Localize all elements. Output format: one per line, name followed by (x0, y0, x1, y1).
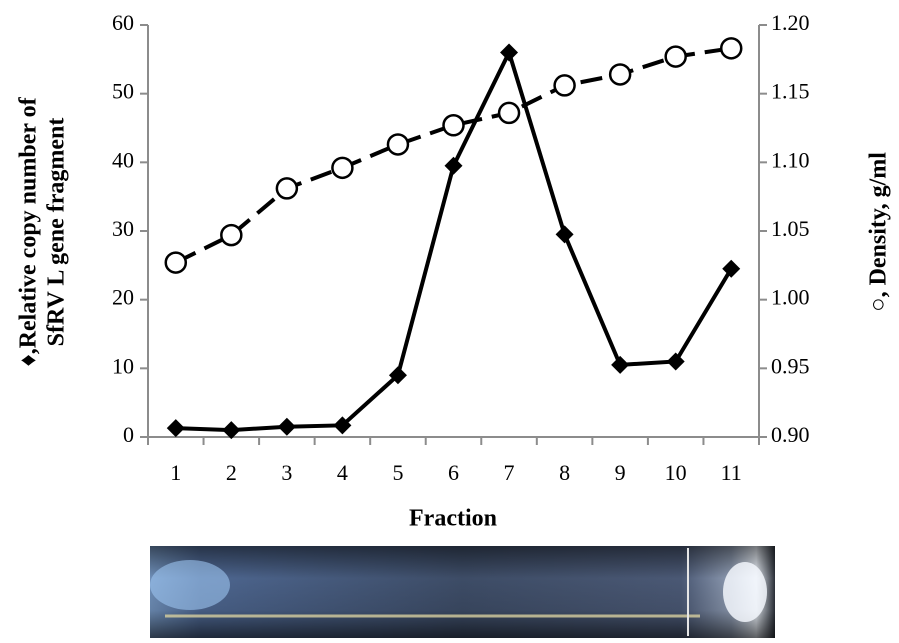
data-point (666, 352, 685, 371)
data-point (722, 259, 741, 278)
x-tick-label: 2 (226, 460, 237, 485)
data-point (664, 45, 687, 68)
x-tick-label: 10 (665, 460, 687, 485)
x-tick-label: 1 (170, 460, 181, 485)
y2-tick-label: 0.90 (771, 422, 810, 447)
data-point (608, 63, 632, 86)
y-axis-label: ♦,Relative copy number of (16, 96, 42, 366)
y-tick-label: 40 (112, 147, 134, 172)
y2-tick-label: 1.20 (771, 10, 810, 35)
y-tick-label: 30 (112, 216, 134, 241)
data-point (497, 101, 521, 125)
data-point (388, 366, 407, 385)
data-point (333, 416, 352, 435)
y2-tick-label: 1.15 (771, 79, 810, 104)
y2-tick-label: 1.10 (771, 147, 810, 172)
y2-axis-label: ○, Density, g/ml (866, 152, 892, 312)
x-tick-label: 3 (281, 460, 292, 485)
y-tick-label: 60 (112, 10, 134, 35)
data-point (500, 43, 519, 62)
gradient-photo (150, 546, 775, 638)
data-point (166, 419, 185, 438)
data-point (442, 114, 465, 137)
data-point (386, 133, 410, 156)
x-axis-label: Fraction (409, 506, 497, 532)
y2-tick-label: 1.00 (771, 285, 810, 310)
data-point (719, 37, 743, 60)
data-point (275, 177, 299, 200)
series-line (174, 46, 732, 265)
series-line (175, 47, 733, 433)
x-tick-label: 9 (615, 460, 626, 485)
y-tick-label: 10 (112, 353, 134, 378)
data-point (220, 223, 243, 247)
y2-tick-label: 0.95 (771, 353, 810, 378)
y-tick-label: 50 (112, 79, 134, 104)
data-point (611, 355, 630, 374)
x-tick-label: 7 (504, 460, 515, 485)
data-point (553, 74, 576, 97)
data-point (164, 251, 188, 274)
data-point (331, 156, 354, 180)
data-point (277, 417, 296, 436)
data-point (444, 156, 463, 175)
data-point (222, 421, 241, 440)
x-tick-label: 6 (448, 460, 459, 485)
y2-tick-label: 1.05 (771, 216, 810, 241)
y-tick-label: 0 (123, 422, 134, 447)
x-tick-label: 11 (721, 460, 742, 485)
x-tick-label: 4 (337, 460, 348, 485)
data-point (555, 225, 574, 244)
y-axis-label: SfRV L gene fragment (44, 118, 70, 347)
y-tick-label: 20 (112, 285, 134, 310)
x-tick-label: 5 (392, 460, 403, 485)
x-tick-label: 8 (559, 460, 570, 485)
